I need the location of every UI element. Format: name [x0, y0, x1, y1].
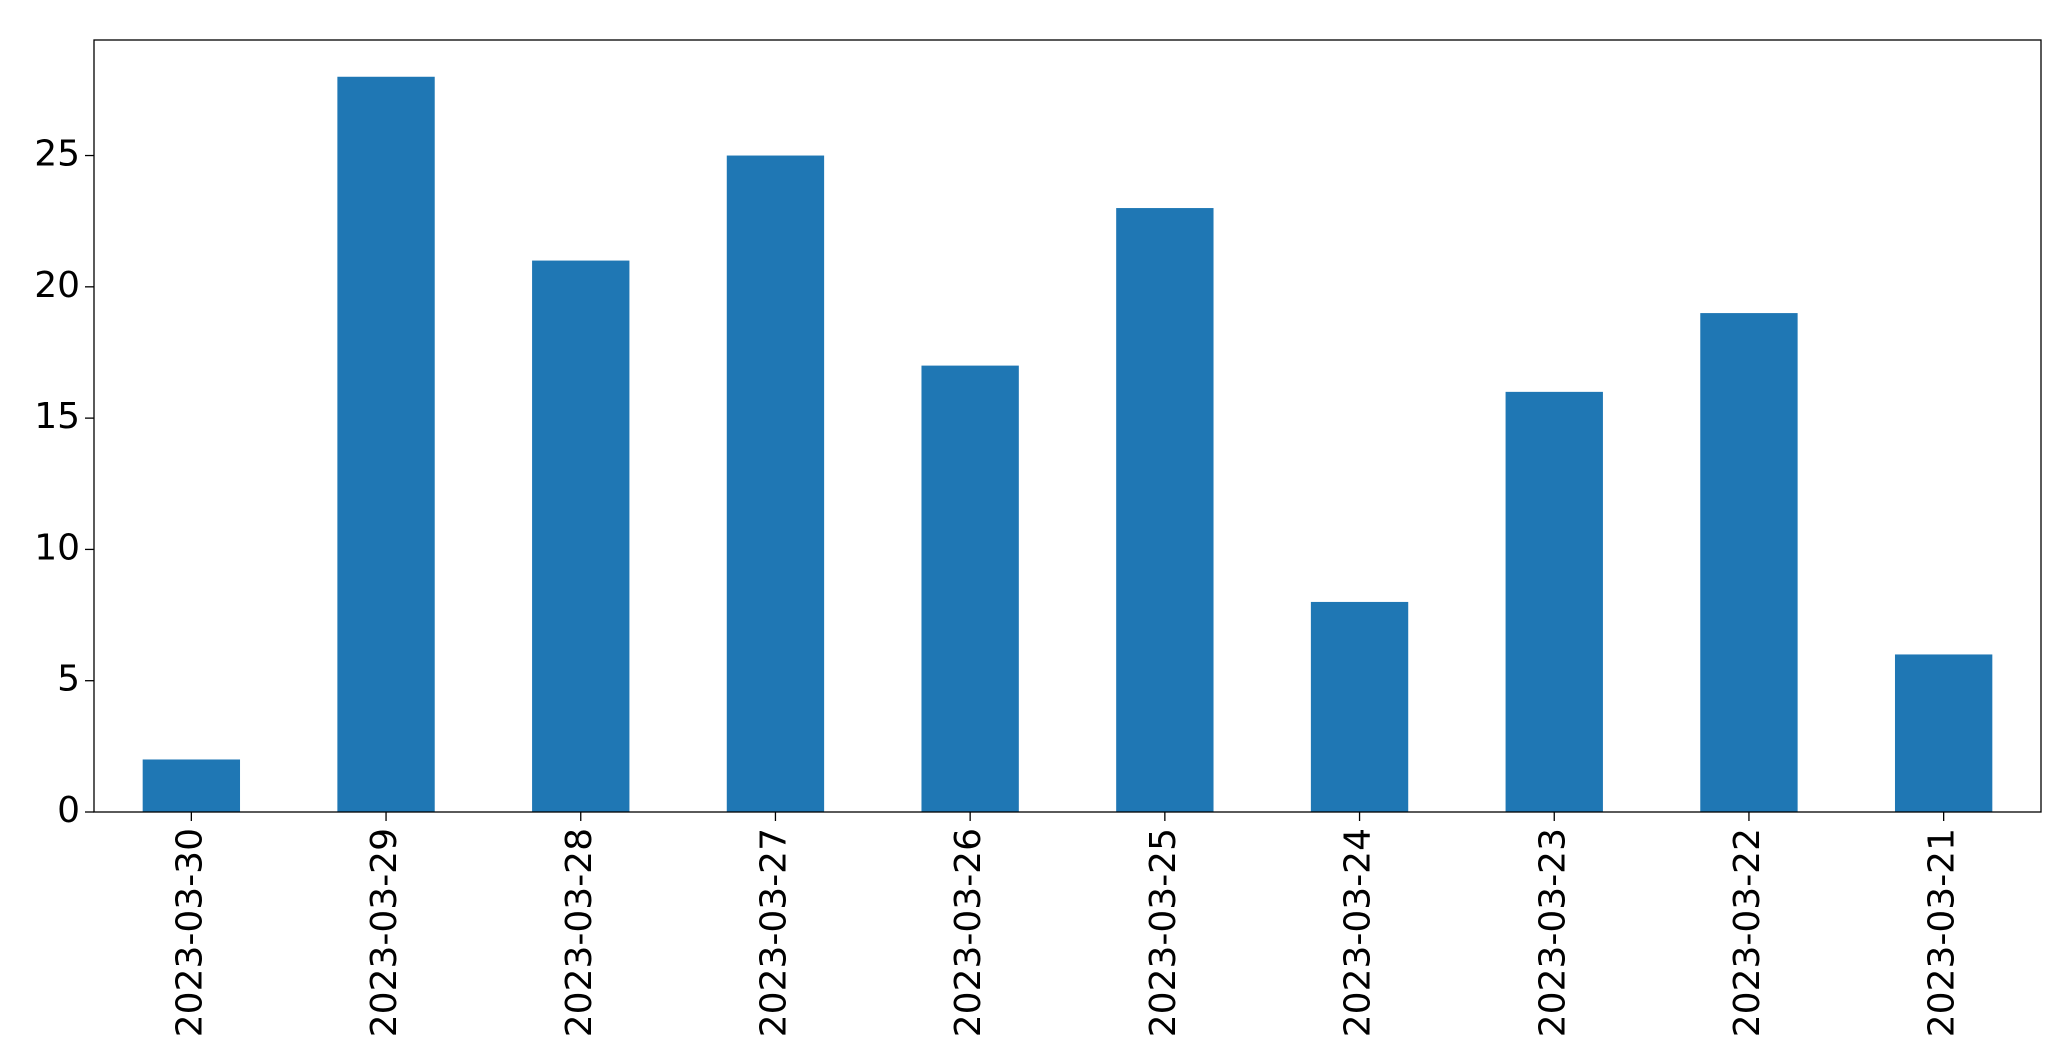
- y-tick-label: 20: [34, 265, 80, 306]
- bar: [1700, 313, 1798, 812]
- bar: [1894, 654, 1993, 812]
- bar: [921, 365, 1019, 812]
- bar: [726, 155, 825, 812]
- bar: [532, 260, 630, 813]
- x-tick-label: 2023-03-21: [1922, 828, 1963, 1037]
- plot-frame: [93, 39, 2042, 813]
- bar: [1116, 208, 1214, 812]
- x-tick-label: 2023-03-28: [559, 828, 600, 1037]
- y-tick-label: 5: [57, 659, 80, 700]
- x-tick-label: 2023-03-25: [1143, 828, 1184, 1037]
- bar: [1505, 391, 1603, 812]
- x-tick-label: 2023-03-30: [169, 828, 210, 1037]
- x-tick-label: 2023-03-29: [364, 828, 405, 1037]
- x-tick-label: 2023-03-22: [1727, 828, 1768, 1037]
- bar: [1310, 601, 1409, 812]
- y-tick-label: 15: [34, 396, 80, 437]
- y-tick-label: 10: [34, 527, 80, 568]
- x-tick-label: 2023-03-24: [1338, 828, 1379, 1037]
- x-tick-label: 2023-03-27: [753, 828, 794, 1037]
- bar: [142, 759, 241, 812]
- x-tick-label: 2023-03-23: [1532, 828, 1573, 1037]
- y-tick-label: 25: [34, 134, 80, 175]
- x-tick-label: 2023-03-26: [948, 828, 989, 1037]
- bar: [337, 76, 435, 812]
- y-tick-label: 0: [57, 790, 80, 831]
